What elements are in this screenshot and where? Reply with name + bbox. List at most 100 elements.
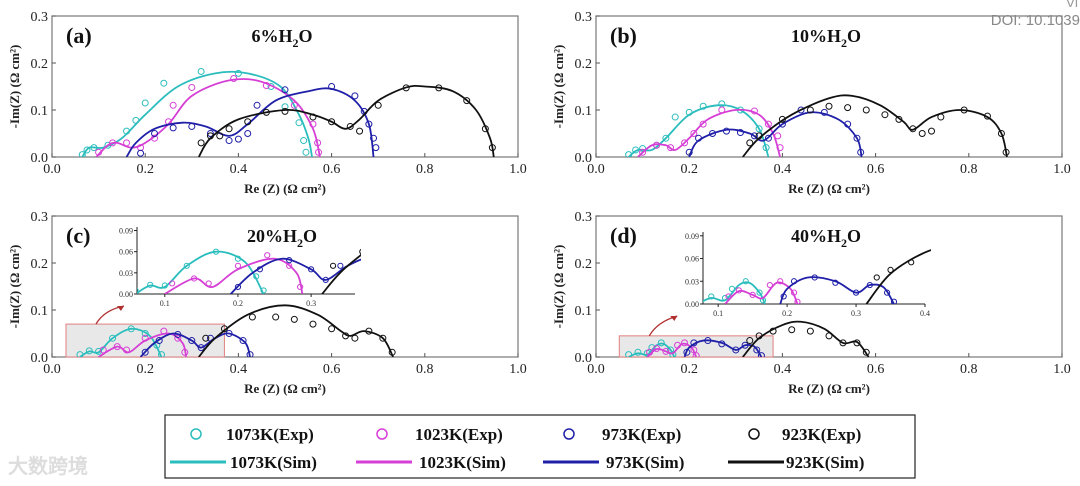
sim-line-923K — [198, 304, 394, 357]
exp-point-1023K — [774, 132, 782, 140]
exp-point-923K — [225, 125, 233, 133]
exp-point-923K — [281, 107, 289, 115]
exp-point-923K — [997, 130, 1005, 137]
inset: 0.1 0.2 0.3 0.4 0.00 0.03 0.06 0.09 — [685, 232, 1017, 318]
exp-point-1023K — [725, 293, 732, 300]
exp-point-1023K — [776, 144, 784, 152]
x-tick-label: 0.8 — [960, 162, 978, 177]
exp-point-923K — [755, 332, 763, 340]
legend-marker-circle-icon — [190, 428, 202, 440]
x-tick-label: 0.4 — [774, 162, 792, 177]
exp-point-1073K — [756, 289, 763, 296]
exp-point-973K — [853, 134, 861, 142]
exp-point-1023K — [735, 287, 742, 294]
exp-point-923K — [440, 231, 445, 236]
exp-point-923K — [1002, 148, 1010, 156]
exp-point-973K — [286, 257, 293, 264]
exp-point-1073K — [685, 108, 693, 116]
exp-point-1073K — [662, 134, 670, 142]
panel-label: (b) — [610, 23, 637, 48]
plot-frame — [595, 15, 1063, 158]
inset-x-tick-label: 0.1 — [713, 309, 723, 318]
legend-item-label: 1023K(Exp) — [415, 425, 503, 444]
exp-point-923K — [769, 327, 777, 335]
exp-point-973K — [753, 346, 761, 354]
legend-marker-circle-icon — [563, 428, 575, 440]
exp-point-923K — [964, 260, 969, 265]
sim-line-973K — [683, 339, 763, 357]
exp-point-1073K — [109, 334, 117, 342]
exp-point-973K — [389, 267, 394, 272]
exp-point-923K — [328, 325, 336, 333]
sim-line-923K — [865, 249, 931, 304]
title-subscript: 2 — [841, 236, 847, 250]
exp-point-1023K — [681, 339, 689, 347]
exp-point-1073K — [90, 144, 98, 152]
exp-point-923K — [351, 334, 359, 342]
x-tick-label: 0.0 — [43, 162, 61, 177]
exp-point-973K — [337, 262, 344, 269]
sim-line-973K — [230, 257, 361, 294]
y-tick-label: 0.3 — [31, 210, 49, 225]
exp-point-1023K — [230, 75, 238, 83]
title-main: 10%H — [791, 26, 841, 46]
sim-line-923K — [742, 94, 1008, 157]
exp-point-1073K — [657, 339, 665, 347]
exp-point-923K — [379, 334, 387, 342]
exp-point-1023K — [181, 348, 189, 356]
exp-point-923K — [342, 332, 350, 340]
exp-point-923K — [356, 127, 364, 135]
inset-x-tick-label: 0.1 — [160, 299, 170, 308]
x-tick-label: 0.0 — [587, 362, 605, 377]
y-axis-label: -Im(Z) (Ω cm²) — [7, 45, 22, 129]
exp-point-923K — [844, 104, 852, 112]
exp-point-923K — [197, 139, 205, 147]
exp-point-1023K — [188, 83, 196, 91]
exp-point-973K — [169, 124, 177, 132]
exp-point-923K — [499, 242, 504, 247]
sim-line-1073K — [703, 281, 766, 304]
exp-point-923K — [346, 122, 354, 130]
exp-point-1023K — [315, 148, 323, 156]
exp-point-1023K — [749, 291, 756, 299]
sim-line-1023K — [724, 281, 799, 304]
inset-x-tick-label: 0.2 — [782, 309, 792, 318]
exp-point-923K — [806, 327, 814, 335]
exp-point-1023K — [690, 130, 698, 137]
exp-point-1023K — [681, 139, 689, 147]
x-tick-label: 0.0 — [587, 162, 605, 177]
exp-point-1023K — [750, 107, 758, 115]
exp-point-973K — [174, 330, 182, 338]
x-tick-label: 1.0 — [1053, 162, 1071, 177]
exp-point-973K — [244, 130, 252, 137]
exp-point-1073K — [161, 282, 168, 289]
sim-line-1073K — [81, 70, 313, 157]
panel-title: 6%H2O — [251, 26, 312, 50]
x-tick-label: 0.6 — [323, 162, 341, 177]
exp-point-973K — [857, 148, 865, 156]
exp-point-1023K — [639, 148, 647, 156]
y-tick-label: 0.1 — [575, 304, 593, 319]
exp-point-1023K — [764, 120, 772, 128]
exp-point-973K — [188, 337, 196, 345]
exp-point-923K — [402, 84, 410, 92]
exp-point-1023K — [169, 280, 176, 287]
exp-point-923K — [1012, 279, 1017, 284]
brand-watermark: 大数跨境 — [8, 456, 88, 478]
inset-y-tick-label: 0.09 — [685, 232, 699, 241]
x-tick-label: 1.0 — [509, 162, 527, 177]
exp-point-923K — [881, 111, 889, 119]
exp-point-973K — [400, 288, 405, 293]
exp-point-1073K — [721, 294, 729, 302]
sim-line-973K — [125, 87, 375, 157]
exp-point-1073K — [212, 248, 220, 255]
exp-point-1073K — [85, 347, 93, 355]
legend-item-label: 923K(Sim) — [786, 453, 864, 472]
exp-point-1073K — [141, 330, 149, 337]
exp-point-1073K — [295, 119, 303, 127]
legend: 1073K(Exp) 1023K(Exp) 973K(Exp) 923K(Exp) 10… — [164, 414, 916, 479]
sim-line-923K — [321, 253, 361, 294]
exp-point-973K — [188, 122, 196, 130]
y-tick-label: 0.2 — [31, 57, 49, 72]
